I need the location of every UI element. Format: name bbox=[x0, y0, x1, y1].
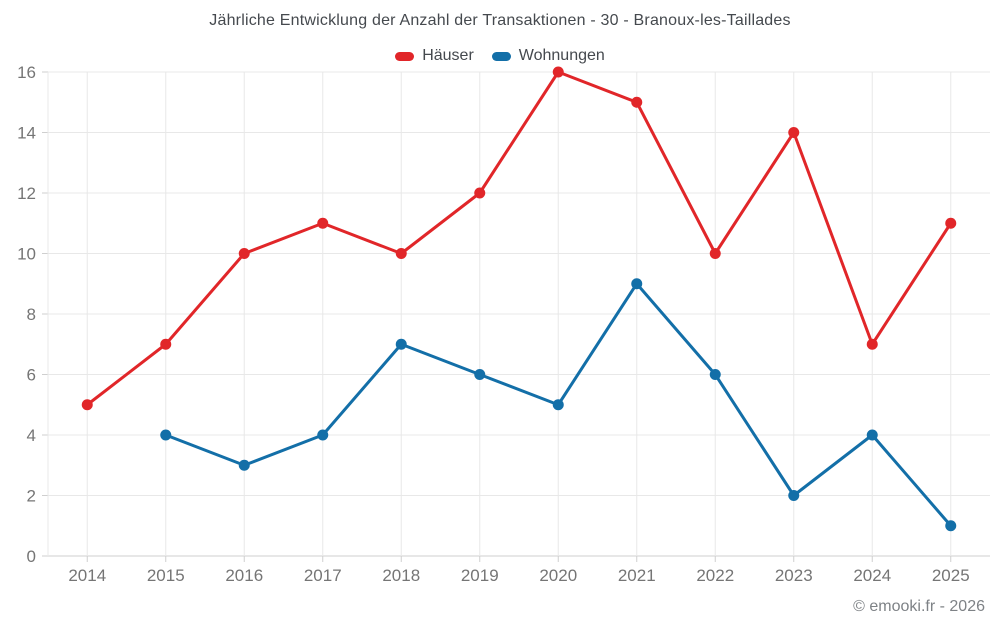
svg-text:10: 10 bbox=[17, 245, 36, 264]
svg-text:2018: 2018 bbox=[382, 566, 420, 585]
copyright-footer: © emooki.fr - 2026 bbox=[853, 598, 985, 615]
svg-text:2: 2 bbox=[27, 487, 36, 506]
svg-text:6: 6 bbox=[27, 366, 36, 385]
svg-text:2025: 2025 bbox=[932, 566, 970, 585]
svg-text:0: 0 bbox=[27, 547, 36, 566]
svg-text:2020: 2020 bbox=[539, 566, 577, 585]
legend-item-haeuser[interactable]: Häuser bbox=[395, 47, 474, 65]
svg-text:12: 12 bbox=[17, 184, 36, 203]
legend-label-wohnungen: Wohnungen bbox=[518, 47, 605, 64]
legend-swatch-wohnungen-icon bbox=[491, 51, 511, 61]
svg-text:4: 4 bbox=[27, 426, 36, 445]
svg-text:2016: 2016 bbox=[225, 566, 263, 585]
svg-text:14: 14 bbox=[17, 124, 36, 143]
chart-legend: Häuser Wohnungen bbox=[0, 47, 1000, 65]
chart-title: Jährliche Entwicklung der Anzahl der Tra… bbox=[209, 12, 791, 29]
svg-text:2017: 2017 bbox=[304, 566, 342, 585]
svg-text:16: 16 bbox=[17, 63, 36, 82]
legend-item-wohnungen[interactable]: Wohnungen bbox=[491, 47, 605, 65]
svg-text:2021: 2021 bbox=[618, 566, 656, 585]
legend-label-haeuser: Häuser bbox=[422, 47, 474, 64]
svg-text:2023: 2023 bbox=[775, 566, 813, 585]
svg-text:8: 8 bbox=[27, 305, 36, 324]
svg-text:2014: 2014 bbox=[68, 566, 106, 585]
svg-text:2024: 2024 bbox=[853, 566, 891, 585]
svg-text:2019: 2019 bbox=[461, 566, 499, 585]
legend-swatch-haeuser-icon bbox=[395, 51, 415, 61]
svg-text:2015: 2015 bbox=[147, 566, 185, 585]
svg-text:2022: 2022 bbox=[696, 566, 734, 585]
